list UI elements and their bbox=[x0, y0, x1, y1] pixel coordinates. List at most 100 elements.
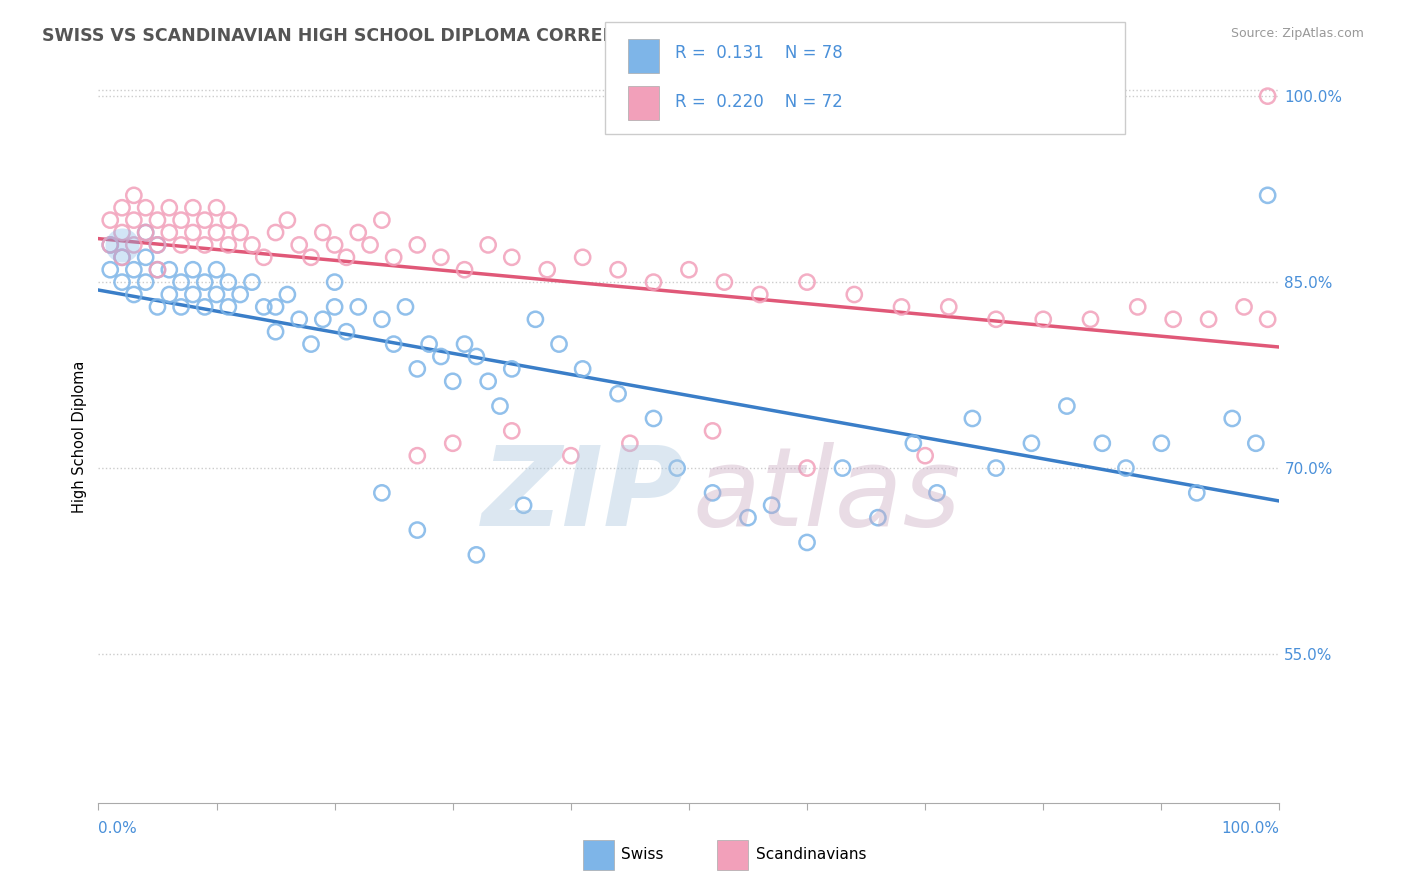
Point bbox=[501, 424, 523, 438]
Point bbox=[312, 312, 335, 326]
Point bbox=[217, 213, 239, 227]
Point bbox=[501, 362, 523, 376]
Point bbox=[146, 262, 169, 277]
Point bbox=[170, 300, 193, 314]
Point bbox=[666, 461, 689, 475]
Point bbox=[122, 188, 145, 202]
Point bbox=[323, 300, 346, 314]
Text: R =  0.220    N = 72: R = 0.220 N = 72 bbox=[675, 93, 842, 111]
Point bbox=[181, 262, 204, 277]
Point bbox=[678, 262, 700, 277]
Point bbox=[111, 275, 134, 289]
Point bbox=[122, 238, 145, 252]
Point bbox=[430, 350, 453, 364]
Point bbox=[441, 436, 464, 450]
Point bbox=[430, 250, 453, 264]
Point bbox=[643, 411, 665, 425]
Point bbox=[1257, 89, 1279, 103]
Point bbox=[465, 548, 488, 562]
Point bbox=[371, 213, 394, 227]
Point bbox=[135, 226, 157, 240]
Point bbox=[524, 312, 547, 326]
Point bbox=[619, 436, 641, 450]
Point bbox=[1257, 188, 1279, 202]
Point bbox=[181, 201, 204, 215]
Point bbox=[146, 213, 169, 227]
Point bbox=[170, 238, 193, 252]
Point bbox=[1198, 312, 1220, 326]
Point bbox=[253, 300, 276, 314]
Point bbox=[512, 498, 534, 512]
Point bbox=[146, 300, 169, 314]
Point bbox=[477, 238, 499, 252]
Point bbox=[925, 486, 948, 500]
Point bbox=[181, 287, 204, 301]
Point bbox=[453, 262, 475, 277]
Point bbox=[111, 201, 134, 215]
Point bbox=[866, 510, 889, 524]
Point bbox=[453, 337, 475, 351]
Point bbox=[1161, 312, 1184, 326]
Point bbox=[938, 300, 960, 314]
Point bbox=[1257, 312, 1279, 326]
Point bbox=[465, 350, 488, 364]
Text: atlas: atlas bbox=[693, 442, 962, 549]
Point bbox=[157, 201, 180, 215]
Point bbox=[157, 287, 180, 301]
Point bbox=[844, 287, 866, 301]
Point bbox=[194, 300, 217, 314]
Point bbox=[194, 213, 217, 227]
Point bbox=[441, 374, 464, 388]
Point bbox=[264, 325, 287, 339]
Point bbox=[111, 250, 134, 264]
Point bbox=[135, 226, 157, 240]
Point bbox=[477, 374, 499, 388]
Point bbox=[323, 275, 346, 289]
Point bbox=[122, 262, 145, 277]
Point bbox=[229, 287, 252, 301]
Point bbox=[962, 411, 984, 425]
Point bbox=[122, 287, 145, 301]
Point bbox=[1233, 300, 1256, 314]
Point bbox=[903, 436, 925, 450]
Text: 100.0%: 100.0% bbox=[1222, 822, 1279, 837]
Point bbox=[299, 250, 322, 264]
Point bbox=[217, 275, 239, 289]
Point bbox=[394, 300, 416, 314]
Text: ZIP: ZIP bbox=[482, 442, 685, 549]
Point bbox=[335, 325, 357, 339]
Point bbox=[890, 300, 912, 314]
Point bbox=[170, 213, 193, 227]
Point bbox=[122, 213, 145, 227]
Point bbox=[796, 461, 818, 475]
Point bbox=[347, 300, 370, 314]
Point bbox=[1021, 436, 1043, 450]
Point bbox=[312, 226, 335, 240]
Point bbox=[205, 226, 228, 240]
Point bbox=[217, 238, 239, 252]
Point bbox=[571, 250, 593, 264]
Text: R =  0.131    N = 78: R = 0.131 N = 78 bbox=[675, 45, 842, 62]
Point bbox=[157, 262, 180, 277]
Point bbox=[111, 250, 134, 264]
Point bbox=[1056, 399, 1078, 413]
Point bbox=[1080, 312, 1102, 326]
Point bbox=[382, 337, 405, 351]
Point bbox=[205, 287, 228, 301]
Point bbox=[571, 362, 593, 376]
Point bbox=[1150, 436, 1173, 450]
Point bbox=[501, 250, 523, 264]
Point bbox=[194, 275, 217, 289]
Point bbox=[761, 498, 783, 512]
Point bbox=[359, 238, 381, 252]
Point bbox=[135, 250, 157, 264]
Point bbox=[288, 312, 311, 326]
Point bbox=[1115, 461, 1137, 475]
Point bbox=[914, 449, 936, 463]
Point bbox=[748, 287, 770, 301]
Point bbox=[371, 312, 394, 326]
Point bbox=[276, 213, 298, 227]
Point bbox=[335, 250, 357, 264]
Point bbox=[194, 238, 217, 252]
Point bbox=[406, 362, 429, 376]
